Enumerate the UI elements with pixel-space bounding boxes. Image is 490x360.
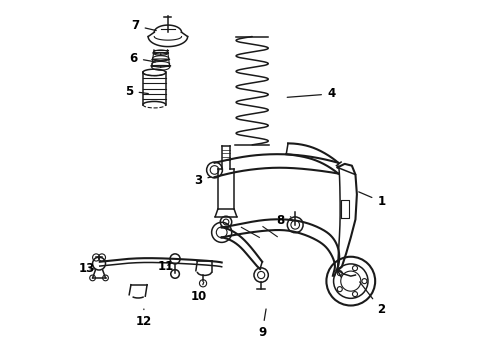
Text: 1: 1 bbox=[359, 192, 385, 208]
Text: 3: 3 bbox=[195, 174, 211, 186]
Text: 9: 9 bbox=[258, 309, 267, 339]
Text: 11: 11 bbox=[157, 260, 173, 273]
Text: 10: 10 bbox=[190, 282, 206, 303]
Text: 12: 12 bbox=[136, 309, 152, 328]
Text: 5: 5 bbox=[125, 85, 148, 98]
Text: 8: 8 bbox=[277, 214, 291, 227]
Text: 6: 6 bbox=[130, 51, 155, 64]
Text: 2: 2 bbox=[360, 282, 385, 316]
Text: 7: 7 bbox=[131, 19, 156, 32]
Text: 4: 4 bbox=[287, 87, 335, 100]
Text: 13: 13 bbox=[79, 262, 96, 275]
